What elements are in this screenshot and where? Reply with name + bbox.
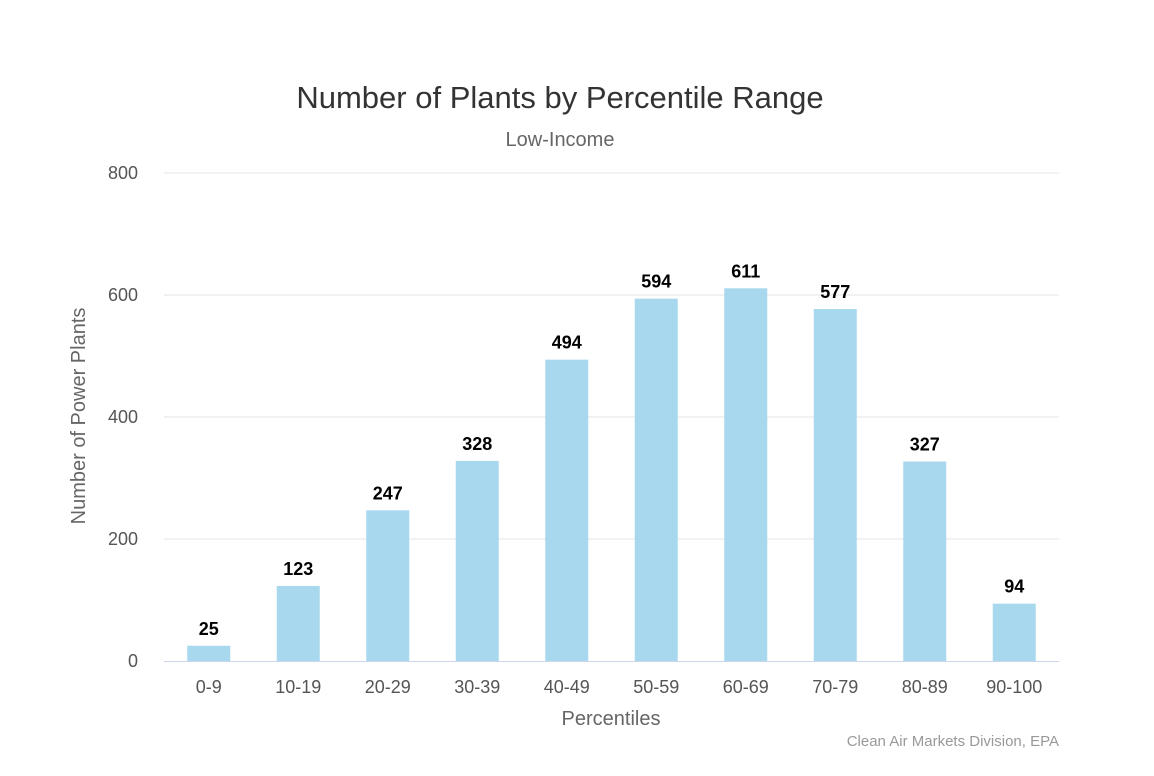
chart-subtitle: Low-Income xyxy=(506,129,615,151)
data-label: 328 xyxy=(462,434,492,454)
bars xyxy=(187,288,1036,661)
bar xyxy=(455,460,499,661)
x-tick-label: 60-69 xyxy=(723,677,769,697)
y-tick-label: 600 xyxy=(108,285,138,305)
y-tick-label: 200 xyxy=(108,529,138,549)
data-label: 577 xyxy=(820,282,850,302)
bar xyxy=(724,288,768,661)
x-tick-label: 80-89 xyxy=(902,677,948,697)
data-label: 25 xyxy=(199,619,219,639)
data-label: 594 xyxy=(641,272,671,292)
x-tick-label: 40-49 xyxy=(544,677,590,697)
x-axis-ticks: 0-9 10-19 20-29 30-39 40-49 50-59 60-69 70-79 80… xyxy=(196,677,1043,697)
x-tick-label: 0-9 xyxy=(196,677,222,697)
bar xyxy=(187,645,231,661)
data-label: 123 xyxy=(283,559,313,579)
bar xyxy=(545,359,589,661)
data-label: 247 xyxy=(373,483,403,503)
data-label: 94 xyxy=(1004,577,1024,597)
x-tick-label: 10-19 xyxy=(275,677,321,697)
data-label: 611 xyxy=(731,261,760,281)
bar xyxy=(992,603,1036,661)
x-tick-label: 90-100 xyxy=(986,677,1042,697)
bar xyxy=(813,309,857,661)
data-labels: 25 123 247 328 494 594 611 577 327 94 xyxy=(199,261,1025,638)
bar xyxy=(634,298,678,661)
chart-title: Number of Plants by Percentile Range xyxy=(296,80,823,115)
y-tick-label: 400 xyxy=(108,407,138,427)
data-label: 327 xyxy=(910,435,940,455)
y-axis-ticks: 0 200 400 600 800 xyxy=(108,163,138,671)
x-tick-label: 50-59 xyxy=(633,677,679,697)
x-tick-label: 20-29 xyxy=(365,677,411,697)
y-axis-title: Number of Power Plants xyxy=(68,308,90,525)
bar xyxy=(276,585,320,661)
bar xyxy=(903,461,947,661)
data-label: 494 xyxy=(552,333,582,353)
bar xyxy=(366,510,410,661)
x-tick-label: 30-39 xyxy=(454,677,500,697)
x-axis-title: Percentiles xyxy=(562,708,661,730)
x-tick-label: 70-79 xyxy=(812,677,858,697)
y-tick-label: 0 xyxy=(128,651,138,671)
credit-text: Clean Air Markets Division, EPA xyxy=(847,733,1059,750)
y-tick-label: 800 xyxy=(108,163,138,183)
